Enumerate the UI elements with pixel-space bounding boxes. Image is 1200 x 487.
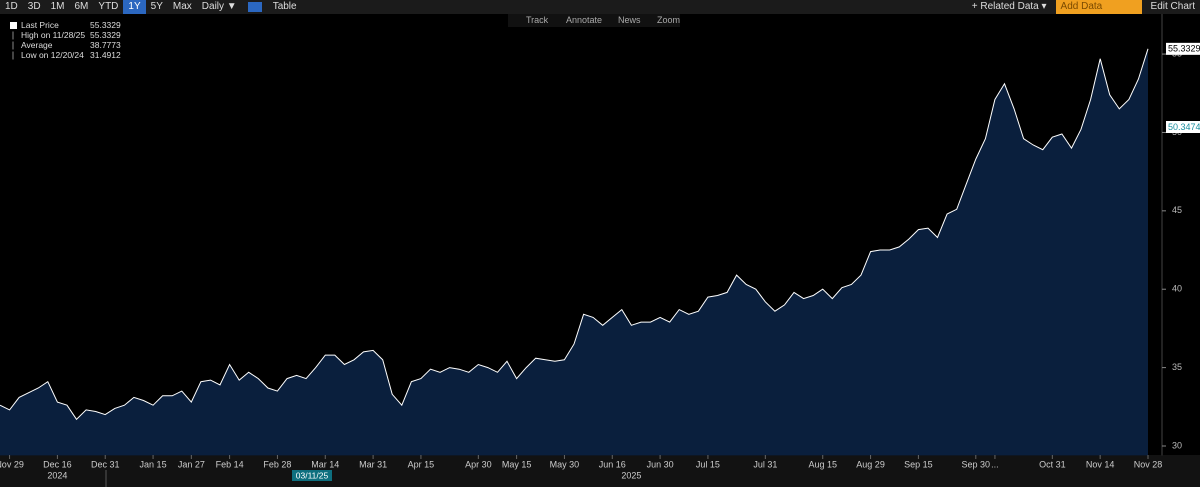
highlight-date-box [292,470,332,481]
x-tick-label: Sep 30 [962,459,991,469]
legend-swatch [10,22,17,29]
legend-value: 55.3329 [90,20,121,30]
x-tick-label: Dec 16 [43,459,72,469]
price-label-box [1166,42,1200,55]
x-tick-label: Jul 31 [753,459,777,469]
legend-value: 38.7773 [90,40,121,50]
area [0,48,1148,456]
y-tick-label: 35 [1172,362,1182,372]
range-button[interactable]: Max [172,1,192,12]
edit-chart-button[interactable]: Edit Chart [1150,1,1195,12]
range-button[interactable]: 1M [50,1,65,12]
highlight-date: 03/11/25 [296,470,329,480]
x-tick-label: ... [991,459,999,469]
frequency-button[interactable]: Daily ▼ [201,1,237,12]
x-tick-label: May 30 [550,459,580,469]
price-label-box [1166,121,1200,134]
x-tick-label: Jun 16 [599,459,626,469]
y-tick-label: 45 [1172,205,1182,215]
x-tick-label: Jan 27 [178,459,205,469]
line [0,48,1149,421]
range-button[interactable]: 3D [27,1,41,12]
chart-type-icon[interactable] [247,2,262,12]
x-tick-label: Aug 15 [808,459,837,469]
table-button[interactable]: Table [272,1,297,12]
x-tick-label: Nov 29 [0,459,24,469]
y-tick-label: 30 [1172,440,1182,450]
x-tick-label: Aug 29 [856,459,885,469]
x-tick-label: Dec 31 [91,459,120,469]
x-tick-label: Mar 31 [359,459,387,469]
legend-box [2,19,138,63]
x-tick-label: Nov 14 [1086,459,1115,469]
x-tick-label: Mar 14 [311,459,339,469]
range-button[interactable]: 5Y [150,1,163,12]
legend-label: High on 11/28/25 [21,30,85,40]
legend-label: Average [21,40,53,50]
x-tick-label: Feb 28 [263,459,291,469]
legend-value: 55.3329 [90,30,121,40]
y-tick-label: 40 [1172,284,1182,294]
year-label: 2025 [621,470,641,480]
x-tick-label: Jan 15 [140,459,167,469]
year-label: 2024 [47,470,67,480]
legend-label: Low on 12/20/24 [21,50,84,60]
tool-button[interactable]: Zoom [657,15,680,25]
x-tick-label: Jul 15 [696,459,720,469]
legend-label: Last Price [21,20,59,30]
range-button[interactable]: 6M [74,1,89,12]
x-tick-label: Jun 30 [647,459,674,469]
legend-value: 31.4912 [90,50,121,60]
x-axis-band [0,455,1200,487]
tool-button[interactable]: Track [526,15,549,25]
x-tick-label: Oct 31 [1039,459,1066,469]
toolbar: 1D 3D 1M 6M YTD 1Y 5Y Max Daily ▼ Table … [0,0,1200,14]
range-button[interactable]: 1D [5,1,18,12]
price-label: 50.3474 [1168,122,1200,132]
range-button[interactable]: YTD [98,1,119,12]
x-tick-label: Apr 30 [465,459,492,469]
range-button[interactable]: 1Y [123,0,146,14]
x-tick-label: Feb 14 [216,459,244,469]
x-tick-label: Nov 28 [1134,459,1163,469]
price-label: 55.3329 [1168,44,1200,54]
x-tick-label: Sep 15 [904,459,933,469]
related-data-button[interactable]: + Related Data ▾ [971,1,1047,12]
x-tick-label: May 15 [502,459,532,469]
x-tick-label: Apr 15 [408,459,435,469]
tools-bar [508,14,680,27]
tool-button[interactable]: Annotate [566,15,602,25]
tool-button[interactable]: News [618,15,641,25]
add-data-input[interactable]: Add Data [1055,0,1142,14]
